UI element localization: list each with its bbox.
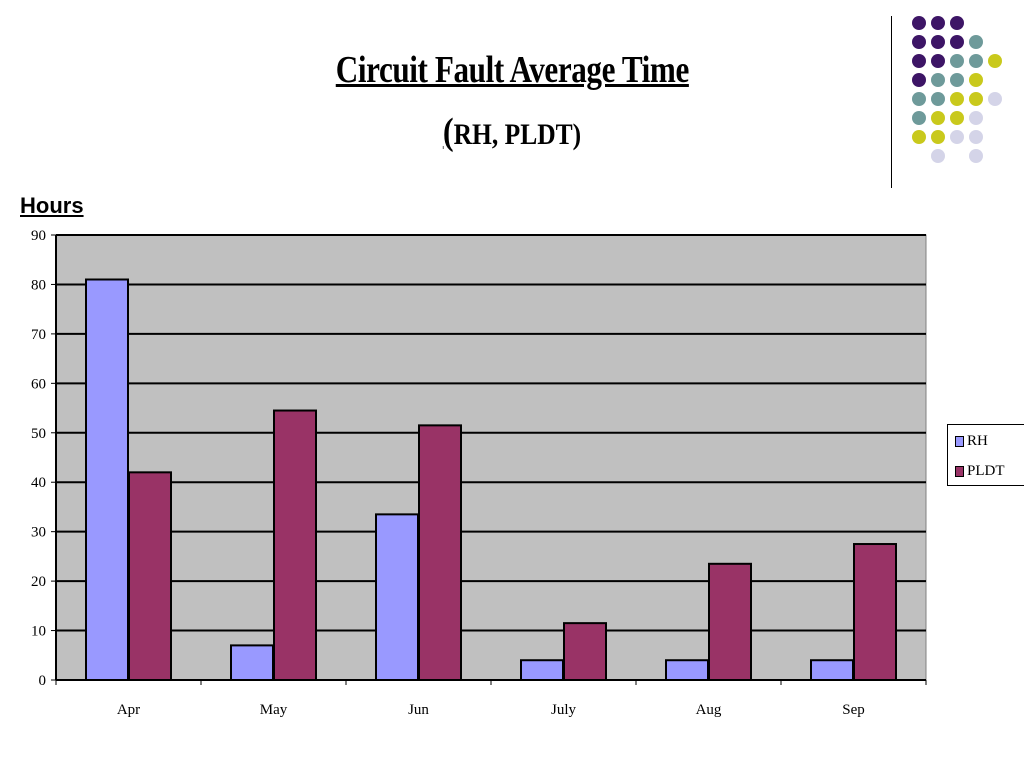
decorative-dot — [969, 111, 983, 125]
bar-chart: 0 10 20 30 40 50 60 70 80 90 Apr May Jun July Aug Sep — [31, 228, 927, 718]
y-tick-label: 90 — [31, 228, 46, 244]
decorative-dot — [912, 73, 926, 87]
bar-pldt-aug — [708, 562, 752, 681]
decorative-dot — [969, 73, 983, 87]
decorative-dot — [969, 149, 983, 163]
y-tick-label: 60 — [31, 376, 46, 392]
bars — [85, 278, 897, 682]
y-tick-label: 30 — [31, 525, 46, 541]
decorative-dot — [969, 54, 983, 68]
bar-pldt-july — [563, 622, 607, 682]
plot-area — [55, 234, 927, 681]
axes — [51, 234, 927, 685]
decorative-dot — [969, 92, 983, 106]
decorative-dot — [912, 35, 926, 49]
bar-rh-july — [520, 659, 564, 682]
x-tick-label: May — [260, 702, 288, 718]
decorative-divider — [891, 16, 892, 188]
subtitle-open-paren: ( — [442, 111, 454, 153]
y-tick-label: 10 — [31, 624, 46, 640]
decorative-dot — [931, 111, 945, 125]
bar-pldt-may — [273, 409, 317, 681]
legend-label-rh: RH — [967, 433, 988, 449]
title-block: Circuit Fault Average Time (RH, PLDT) — [240, 48, 784, 154]
decorative-dot — [931, 149, 945, 163]
subtitle-text: RH, PLDT — [453, 118, 573, 151]
decorative-dot — [950, 92, 964, 106]
decorative-dot — [931, 35, 945, 49]
decorative-dot — [931, 130, 945, 144]
x-tick-label: July — [551, 702, 577, 718]
decorative-dot — [912, 130, 926, 144]
decorative-dot — [912, 92, 926, 106]
y-tick-label: 20 — [31, 574, 46, 590]
decorative-dot — [931, 54, 945, 68]
decorative-dot — [969, 35, 983, 49]
chart-title: Circuit Fault Average Time — [335, 49, 689, 91]
y-tick-label: 0 — [39, 673, 47, 689]
legend-item-pldt: PLDT — [955, 463, 1005, 480]
decorative-dot — [969, 130, 983, 144]
chart-subtitle: (RH, PLDT) — [281, 110, 743, 154]
x-tick-labels: Apr May Jun July Aug Sep — [117, 702, 865, 718]
decorative-dot — [988, 92, 1002, 106]
y-tick-label: 40 — [31, 475, 46, 491]
decorative-dot — [912, 16, 926, 30]
bar-rh-may — [230, 644, 274, 682]
decorative-dot — [950, 35, 964, 49]
legend: RH PLDT — [947, 424, 1024, 486]
bar-pldt-jun — [418, 424, 462, 681]
legend-swatch-pldt — [955, 466, 964, 477]
decorative-dot — [931, 92, 945, 106]
y-tick-label: 70 — [31, 327, 46, 343]
decorative-dot — [950, 54, 964, 68]
bar-rh-jun — [375, 513, 419, 681]
decorative-dot — [931, 16, 945, 30]
decorative-dot-grid — [912, 16, 1002, 163]
bar-pldt-sep — [853, 543, 897, 681]
decorative-dot — [988, 54, 1002, 68]
decorative-dot — [912, 111, 926, 125]
y-tick-label: 50 — [31, 426, 46, 442]
decorative-dot — [931, 73, 945, 87]
decorative-dot — [912, 54, 926, 68]
y-tick-label: 80 — [31, 277, 46, 293]
x-tick-label: Aug — [696, 702, 722, 718]
legend-item-rh: RH — [955, 433, 988, 450]
x-tick-label: Sep — [842, 702, 865, 718]
gridlines — [56, 234, 926, 632]
x-tick-label: Jun — [408, 702, 429, 718]
decorative-dot — [950, 16, 964, 30]
legend-swatch-rh — [955, 436, 964, 447]
y-tick-labels: 0 10 20 30 40 50 60 70 80 90 — [31, 228, 46, 689]
decorative-dot — [950, 130, 964, 144]
decorative-dot — [950, 73, 964, 87]
bar-pldt-apr — [128, 471, 172, 682]
bar-rh-sep — [810, 659, 854, 682]
bar-rh-apr — [85, 278, 129, 681]
bar-rh-aug — [665, 659, 709, 682]
subtitle-close-paren: ) — [572, 118, 582, 151]
x-tick-label: Apr — [117, 702, 140, 718]
legend-label-pldt: PLDT — [967, 463, 1005, 479]
y-axis-label: Hours — [20, 193, 84, 218]
decorative-dot — [950, 111, 964, 125]
